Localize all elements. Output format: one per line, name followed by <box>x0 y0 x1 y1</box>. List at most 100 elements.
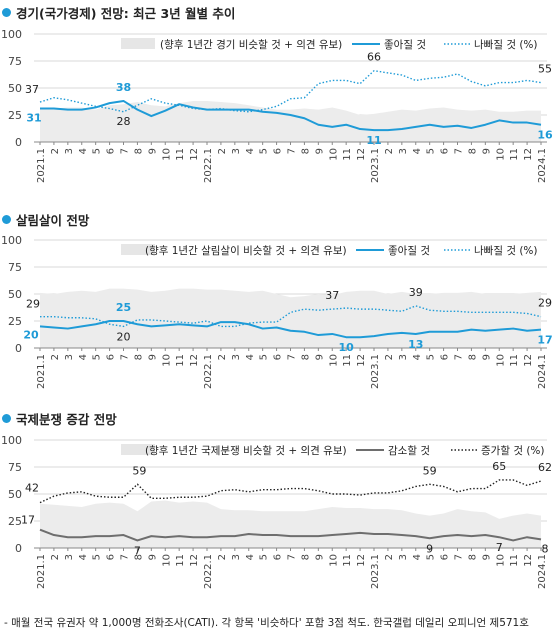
x-tick-label: 11 <box>509 354 520 367</box>
y-tick-label: 0 <box>15 542 22 555</box>
series-line-solid <box>39 320 542 339</box>
x-tick-label: 6 <box>273 554 284 560</box>
band-area <box>40 288 541 348</box>
x-tick-label: 3 <box>64 354 75 360</box>
data-label: 7 <box>496 541 503 554</box>
x-tick-label: 5 <box>92 148 103 154</box>
x-tick-label: 10 <box>328 148 339 161</box>
x-tick-label: 3 <box>398 554 409 560</box>
x-tick-label: 8 <box>467 554 478 560</box>
x-tick-label: 3 <box>398 354 409 360</box>
x-tick-label: 8 <box>300 148 311 154</box>
x-tick-label: 10 <box>161 554 172 567</box>
x-tick-label: 6 <box>273 354 284 360</box>
x-tick-label: 4 <box>245 554 256 560</box>
x-tick-label: 7 <box>120 554 131 560</box>
x-tick-label: 9 <box>481 554 492 560</box>
y-tick-label: 50 <box>8 488 22 501</box>
panel-1-title: 경기(국가경제) 전망: 최근 3년 월별 추이 <box>2 3 235 22</box>
data-label: 11 <box>366 134 381 147</box>
x-tick-label: 5 <box>92 354 103 360</box>
data-label: 55 <box>538 63 552 76</box>
x-tick-label: 8 <box>300 554 311 560</box>
legend-band-label: (향후 1년간 국제분쟁 비슷할 것 + 의견 유보) <box>145 445 347 457</box>
x-tick-label: 8 <box>467 148 478 154</box>
y-tick-label: 25 <box>8 515 22 528</box>
x-tick-label: 11 <box>509 554 520 567</box>
x-tick-label: 10 <box>161 354 172 367</box>
x-tick-label: 2 <box>50 354 61 360</box>
y-tick-label: 0 <box>15 342 22 355</box>
x-tick-label: 2 <box>217 354 228 360</box>
footnote: - 매월 전국 유권자 약 1,000명 전화조사(CATI). 각 항목 '비… <box>4 617 529 629</box>
x-tick-label: 5 <box>426 354 437 360</box>
data-label: 66 <box>367 51 381 64</box>
x-tick-label: 7 <box>454 148 465 154</box>
data-label: 28 <box>117 115 131 128</box>
x-tick-label: 10 <box>161 148 172 161</box>
legend-band-swatch <box>121 444 155 455</box>
x-tick-label: 9 <box>147 148 158 154</box>
x-tick-label: 9 <box>314 148 325 154</box>
x-tick-label: 7 <box>120 148 131 154</box>
x-tick-label: 9 <box>314 354 325 360</box>
y-tick-label: 50 <box>8 82 22 95</box>
data-label: 29 <box>26 298 40 311</box>
x-tick-label: 2 <box>217 148 228 154</box>
data-label: 37 <box>25 83 39 96</box>
x-tick-label: 11 <box>175 354 186 367</box>
x-tick-label: 4 <box>412 554 423 560</box>
x-tick-label: 6 <box>440 554 451 560</box>
data-label: 20 <box>23 328 39 341</box>
x-tick-label: 2024.1 <box>537 554 548 589</box>
panel-1-title-text: 경기(국가경제) 전망: 최근 3년 월별 추이 <box>16 6 236 21</box>
x-tick-label: 2023.1 <box>370 148 381 183</box>
x-tick-label: 2021.1 <box>36 554 47 589</box>
x-tick-label: 2 <box>384 148 395 154</box>
x-tick-label: 7 <box>287 354 298 360</box>
legend-band-label: (향후 1년간 경기 비슷할 것 + 의견 유보) <box>160 38 342 51</box>
x-tick-label: 12 <box>189 354 200 367</box>
x-tick-label: 3 <box>64 148 75 154</box>
x-tick-label: 12 <box>356 354 367 367</box>
bullet-icon <box>2 8 11 17</box>
x-tick-label: 9 <box>147 354 158 360</box>
data-label: 16 <box>537 129 553 142</box>
x-tick-label: 5 <box>92 554 103 560</box>
x-tick-label: 4 <box>245 148 256 154</box>
y-tick-label: 75 <box>8 55 22 68</box>
x-tick-label: 10 <box>495 554 506 567</box>
panel-3-title: 국제분쟁 증감 전망 <box>2 409 117 428</box>
data-label: 62 <box>538 461 552 474</box>
legend-dotted-label: 증가할 것 (%) <box>481 445 545 457</box>
x-tick-label: 2 <box>50 554 61 560</box>
data-label: 38 <box>116 81 131 94</box>
data-label: 59 <box>423 464 437 477</box>
x-tick-label: 12 <box>523 148 534 161</box>
data-label: 17 <box>21 514 35 527</box>
data-label: 20 <box>117 330 131 343</box>
x-tick-label: 10 <box>495 148 506 161</box>
x-tick-label: 12 <box>189 554 200 567</box>
x-tick-label: 6 <box>106 148 117 154</box>
data-label: 10 <box>339 341 355 354</box>
x-tick-label: 11 <box>342 148 353 161</box>
x-tick-label: 3 <box>231 148 242 154</box>
x-tick-label: 2023.1 <box>370 554 381 589</box>
data-label: 59 <box>132 464 146 477</box>
x-tick-label: 3 <box>64 554 75 560</box>
x-tick-label: 8 <box>300 354 311 360</box>
x-tick-label: 4 <box>245 354 256 360</box>
band-area <box>40 500 541 548</box>
x-tick-label: 9 <box>147 554 158 560</box>
x-tick-label: 10 <box>495 354 506 367</box>
data-label: 29 <box>538 297 552 310</box>
x-tick-label: 3 <box>398 148 409 154</box>
x-tick-label: 4 <box>412 354 423 360</box>
x-tick-label: 12 <box>356 148 367 161</box>
data-label: 7 <box>134 544 141 557</box>
x-tick-label: 2023.1 <box>370 354 381 389</box>
x-tick-label: 9 <box>314 554 325 560</box>
y-tick-label: 0 <box>15 136 22 149</box>
